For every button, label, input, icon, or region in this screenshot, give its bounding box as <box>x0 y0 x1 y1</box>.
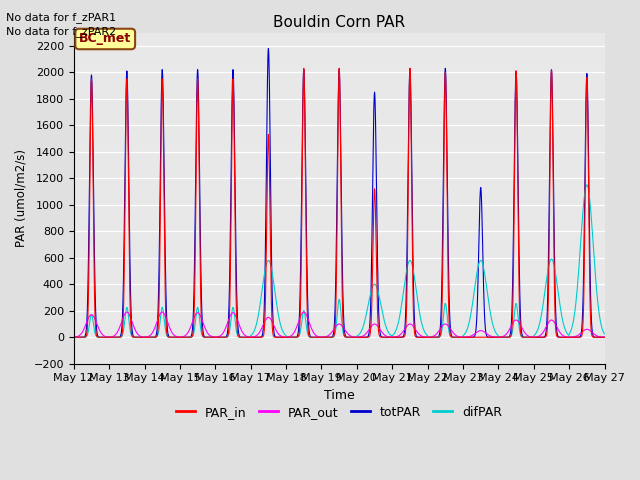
Line: difPAR: difPAR <box>74 185 604 337</box>
difPAR <box>583 182 591 188</box>
difPAR <box>554 284 561 289</box>
PAR_out <box>218 332 226 337</box>
PAR_in <box>600 335 608 340</box>
PAR_in <box>459 335 467 340</box>
totPAR <box>70 335 77 340</box>
Y-axis label: PAR (umol/m2/s): PAR (umol/m2/s) <box>15 149 28 247</box>
PAR_in <box>569 335 577 340</box>
totPAR <box>218 335 225 340</box>
PAR_in <box>300 65 308 71</box>
totPAR <box>554 333 562 339</box>
totPAR <box>264 46 272 51</box>
PAR_out <box>459 335 467 340</box>
totPAR <box>355 335 362 340</box>
X-axis label: Time: Time <box>324 389 355 402</box>
difPAR <box>366 295 374 301</box>
PAR_out <box>600 335 608 340</box>
difPAR <box>568 324 576 330</box>
PAR_in <box>493 335 501 340</box>
Text: BC_met: BC_met <box>79 33 131 46</box>
PAR_out <box>366 325 374 331</box>
Text: No data for f_zPAR1: No data for f_zPAR1 <box>6 12 116 23</box>
Legend: PAR_in, PAR_out, totPAR, difPAR: PAR_in, PAR_out, totPAR, difPAR <box>171 401 508 424</box>
PAR_out <box>569 334 577 340</box>
PAR_out <box>355 334 362 340</box>
PAR_out <box>70 334 77 340</box>
totPAR <box>493 335 501 340</box>
totPAR <box>569 335 577 340</box>
Line: PAR_in: PAR_in <box>74 68 604 337</box>
Line: totPAR: totPAR <box>74 48 604 337</box>
Text: No data for f_zPAR2: No data for f_zPAR2 <box>6 26 116 37</box>
PAR_in <box>554 334 562 340</box>
PAR_in <box>70 335 77 340</box>
difPAR <box>493 331 500 337</box>
Line: PAR_out: PAR_out <box>74 312 604 337</box>
PAR_in <box>218 335 225 340</box>
PAR_in <box>366 332 374 338</box>
totPAR <box>366 321 374 326</box>
PAR_out <box>554 326 562 332</box>
difPAR <box>355 333 362 338</box>
PAR_out <box>123 309 131 315</box>
totPAR <box>600 335 608 340</box>
PAR_out <box>493 334 501 340</box>
Title: Bouldin Corn PAR: Bouldin Corn PAR <box>273 15 405 30</box>
difPAR <box>218 335 225 340</box>
difPAR <box>600 331 608 336</box>
difPAR <box>70 335 77 340</box>
totPAR <box>459 335 467 340</box>
PAR_in <box>355 335 362 340</box>
